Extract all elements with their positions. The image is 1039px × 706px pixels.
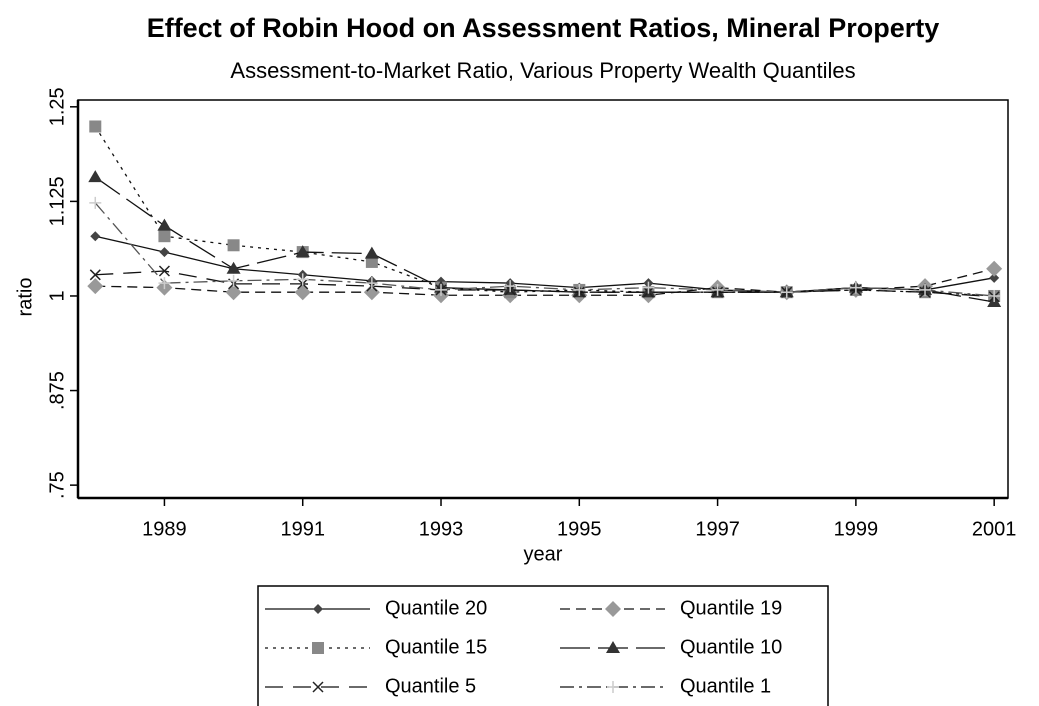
series-line [94, 126, 995, 297]
marker [988, 289, 1001, 302]
marker [88, 170, 103, 183]
y-tick-label: 1.25 [46, 87, 68, 126]
marker [158, 265, 170, 277]
x-tick-label: 1991 [280, 518, 325, 540]
marker [363, 284, 380, 301]
marker [849, 281, 862, 294]
marker [435, 283, 448, 296]
y-tick-label: .75 [46, 471, 68, 499]
legend-label: Quantile 15 [385, 636, 487, 658]
y-tick-label: 1.125 [46, 176, 68, 226]
marker [89, 269, 101, 281]
x-tick-label: 1997 [695, 518, 740, 540]
marker [90, 231, 101, 242]
marker [294, 284, 311, 301]
marker [365, 277, 378, 290]
legend-label: Quantile 10 [680, 636, 782, 658]
x-tick-label: 1999 [834, 518, 879, 540]
marker [226, 261, 241, 274]
x-tick-label: 2001 [972, 518, 1017, 540]
legend-label: Quantile 20 [385, 597, 487, 619]
chart-subtitle: Assessment-to-Market Ratio, Various Prop… [230, 58, 855, 83]
marker [295, 245, 310, 258]
marker [227, 274, 240, 287]
marker [989, 272, 1000, 283]
marker [504, 280, 517, 293]
marker [365, 255, 378, 268]
marker [158, 277, 171, 290]
marker [573, 283, 586, 296]
marker [364, 246, 379, 259]
marker [605, 601, 621, 617]
marker [711, 283, 724, 296]
marker [313, 604, 323, 614]
marker [312, 681, 324, 693]
legend-label: Quantile 1 [680, 675, 771, 697]
x-tick-label: 1995 [557, 518, 602, 540]
y-tick-label: 1 [46, 290, 68, 301]
series-line [95, 268, 995, 296]
plot-frame [77, 99, 1009, 499]
x-tick-label: 1989 [142, 518, 187, 540]
marker [87, 278, 104, 295]
marker [606, 641, 620, 653]
marker [159, 247, 170, 258]
series-line [95, 270, 995, 298]
y-tick-label: .875 [46, 371, 68, 410]
marker [89, 120, 102, 133]
x-tick-label: 1993 [419, 518, 464, 540]
marker [642, 281, 655, 294]
legend-label: Quantile 19 [680, 597, 782, 619]
series-line [94, 202, 995, 297]
marker [986, 260, 1003, 277]
marker [296, 273, 309, 286]
marker [780, 286, 793, 299]
marker [158, 230, 171, 243]
x-axis-label: year [524, 543, 563, 565]
legend-box [257, 585, 829, 706]
marker [919, 283, 932, 296]
chart-title: Effect of Robin Hood on Assessment Ratio… [147, 13, 940, 43]
marker [157, 218, 172, 231]
marker [607, 681, 619, 693]
legend-label: Quantile 5 [385, 675, 476, 697]
y-axis-label: ratio [14, 278, 36, 317]
marker [312, 642, 324, 654]
marker [227, 239, 240, 252]
marker [89, 196, 102, 209]
